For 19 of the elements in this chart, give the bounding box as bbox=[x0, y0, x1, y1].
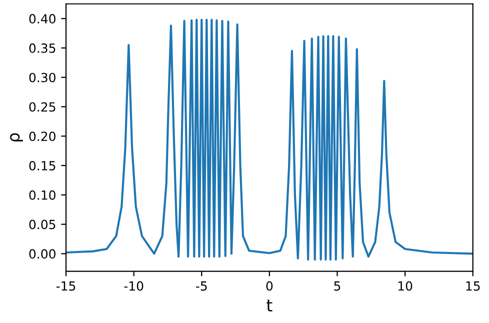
y-tick-label: 0.15 bbox=[29, 160, 56, 170]
x-tick-label: -10 bbox=[124, 281, 144, 291]
y-tick-label: 0.05 bbox=[29, 220, 56, 230]
y-tick-label: 0.30 bbox=[29, 72, 56, 82]
x-tick-label: -15 bbox=[56, 281, 76, 291]
y-tick-label: 0.35 bbox=[29, 43, 56, 53]
line-series bbox=[66, 18, 473, 261]
y-tick-label: 0.20 bbox=[29, 132, 56, 142]
y-tick-label: 0.10 bbox=[29, 190, 56, 200]
y-tick-label: 0.40 bbox=[29, 14, 56, 24]
x-tick-label: 10 bbox=[398, 281, 412, 291]
y-tick-label: 0.25 bbox=[29, 102, 56, 112]
x-axis-title: t bbox=[266, 300, 272, 312]
x-tick-label: 5 bbox=[334, 281, 340, 291]
y-axis-title: ρ bbox=[10, 133, 23, 142]
x-tick-label: -5 bbox=[196, 281, 207, 291]
x-tick-label: 15 bbox=[466, 281, 480, 291]
y-tick-label: 0.00 bbox=[29, 249, 56, 259]
x-tick-label: 0 bbox=[266, 281, 273, 291]
